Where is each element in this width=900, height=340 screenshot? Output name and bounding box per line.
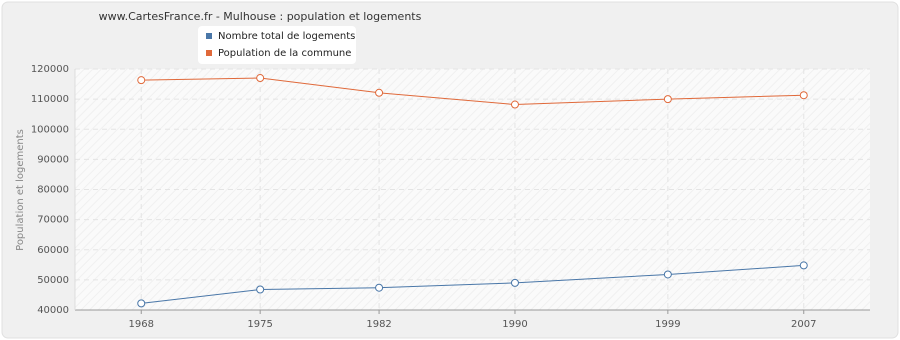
y-tick-label: 60000	[37, 245, 69, 256]
y-tick-label: 100000	[31, 124, 69, 135]
point	[375, 283, 384, 292]
x-tick-label: 2007	[791, 319, 816, 330]
series-line	[141, 264, 804, 304]
x-tick-label: 1982	[366, 319, 391, 330]
x-tick-label: 1990	[502, 319, 527, 330]
y-tick-label: 70000	[37, 215, 69, 226]
x-tick-label: 1968	[129, 319, 154, 330]
x-tick-label: 1975	[247, 319, 272, 330]
point	[137, 299, 146, 308]
chart-title: www.CartesFrance.fr - Mulhouse : populat…	[99, 10, 422, 23]
legend-swatch	[206, 33, 212, 39]
y-tick-label: 110000	[31, 94, 69, 105]
point	[663, 95, 672, 104]
y-tick-label: 50000	[37, 275, 69, 286]
y-tick-label: 90000	[37, 154, 69, 165]
y-axis-label: Population et logements	[15, 129, 26, 251]
y-tick-label: 80000	[37, 185, 69, 196]
point	[375, 88, 384, 97]
point	[799, 261, 808, 270]
point	[510, 278, 519, 287]
legend-label: Nombre total de logements	[218, 31, 355, 42]
legend-swatch	[206, 50, 212, 56]
point	[663, 270, 672, 279]
point	[256, 285, 265, 294]
point	[256, 74, 265, 83]
legend	[198, 26, 356, 64]
series-line	[141, 77, 804, 106]
x-tick-label: 1999	[655, 319, 680, 330]
y-tick-label: 40000	[37, 305, 69, 316]
point	[799, 91, 808, 100]
y-tick-label: 120000	[31, 64, 69, 75]
legend-label: Population de la commune	[218, 48, 351, 59]
point	[510, 100, 519, 109]
point	[137, 76, 146, 85]
